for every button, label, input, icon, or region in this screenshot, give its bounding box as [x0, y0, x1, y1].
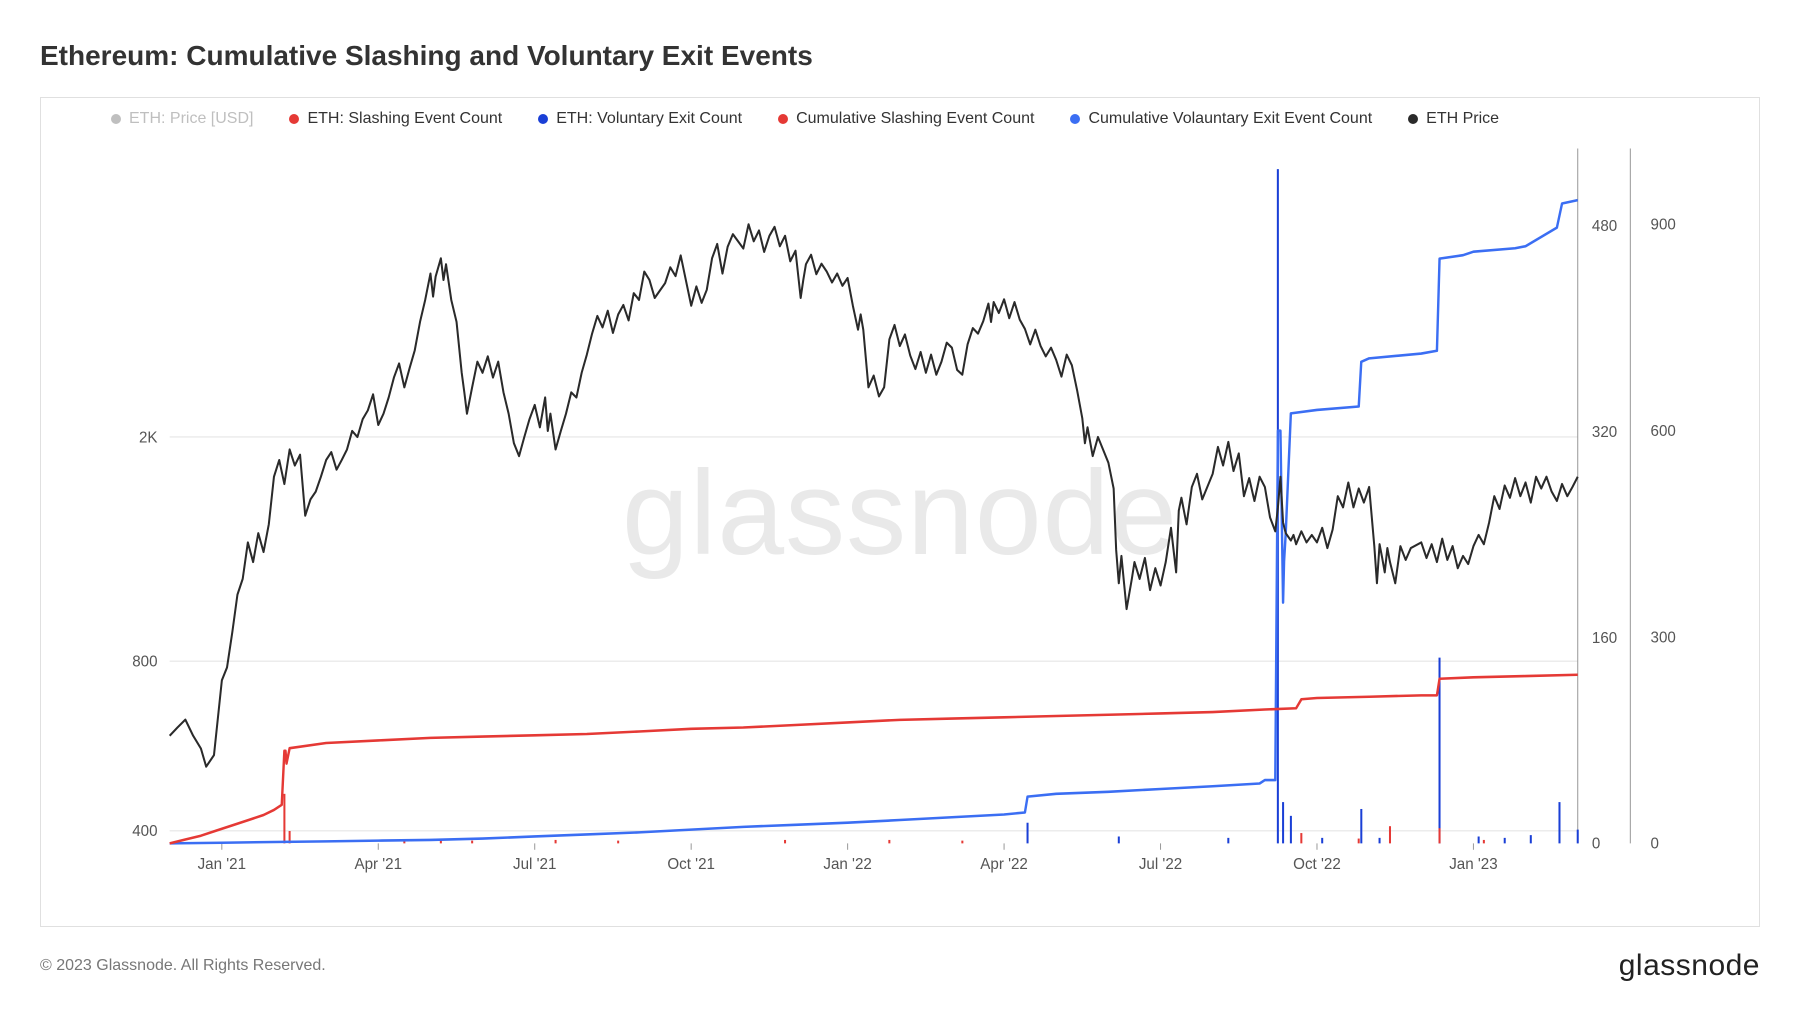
- y-right2-tick: 300: [1651, 629, 1677, 646]
- x-tick-label: Jul '22: [1139, 856, 1182, 873]
- legend-item[interactable]: Cumulative Volauntary Exit Event Count: [1070, 110, 1372, 128]
- x-tick-label: Oct '22: [1293, 856, 1341, 873]
- legend-dot: [538, 114, 548, 124]
- x-tick-label: Oct '21: [667, 856, 715, 873]
- cumulative-voluntary-exit-line: [170, 200, 1578, 843]
- x-tick-label: Jan '23: [1449, 856, 1497, 873]
- x-tick-label: Jul '21: [513, 856, 556, 873]
- chart-frame: ETH: Price [USD] ETH: Slashing Event Coun…: [40, 97, 1760, 927]
- legend-label: ETH: Price [USD]: [129, 110, 253, 128]
- y-right2-tick: 600: [1651, 423, 1677, 440]
- y-right2-tick: 900: [1651, 216, 1677, 233]
- x-tick-label: Apr '22: [980, 856, 1028, 873]
- y-right1-tick: 160: [1592, 629, 1618, 646]
- legend-item[interactable]: ETH: Slashing Event Count: [289, 110, 502, 128]
- plot-area: glassnode 4008002K01603204800300600900Ja…: [111, 140, 1689, 886]
- legend-dot: [289, 114, 299, 124]
- legend-label: ETH Price: [1426, 110, 1499, 128]
- legend-item[interactable]: Cumulative Slashing Event Count: [778, 110, 1034, 128]
- y-left-tick: 2K: [139, 429, 158, 446]
- legend-dot: [111, 114, 121, 124]
- cumulative-slashing-line: [170, 675, 1578, 844]
- copyright: © 2023 Glassnode. All Rights Reserved.: [40, 957, 326, 975]
- x-tick-label: Jan '21: [198, 856, 246, 873]
- legend-label: ETH: Voluntary Exit Count: [556, 110, 742, 128]
- legend-label: Cumulative Volauntary Exit Event Count: [1088, 110, 1372, 128]
- legend-label: Cumulative Slashing Event Count: [796, 110, 1034, 128]
- chart-title: Ethereum: Cumulative Slashing and Volunt…: [40, 40, 1760, 72]
- chart-svg: 400 800 2K 0 160 320 480 0 300 600 900 Jan '21 Apr '…: [111, 140, 1689, 886]
- legend-item[interactable]: ETH: Price [USD]: [111, 110, 253, 128]
- x-tick-label: Apr '21: [354, 856, 402, 873]
- y-right2-tick: 0: [1651, 835, 1660, 852]
- x-tick-label: Jan '22: [823, 856, 871, 873]
- eth-price-line: [170, 224, 1578, 766]
- legend-dot: [1070, 114, 1080, 124]
- y-left-tick: 400: [132, 823, 158, 840]
- y-left-tick: 800: [132, 653, 158, 670]
- brand-logo-text: glassnode: [1619, 949, 1760, 983]
- legend-label: ETH: Slashing Event Count: [307, 110, 502, 128]
- legend: ETH: Price [USD] ETH: Slashing Event Coun…: [111, 110, 1689, 132]
- y-right1-tick: 480: [1592, 218, 1618, 235]
- legend-dot: [778, 114, 788, 124]
- y-right1-tick: 320: [1592, 424, 1618, 441]
- y-right1-tick: 0: [1592, 835, 1601, 852]
- legend-item[interactable]: ETH Price: [1408, 110, 1499, 128]
- legend-dot: [1408, 114, 1418, 124]
- legend-item[interactable]: ETH: Voluntary Exit Count: [538, 110, 742, 128]
